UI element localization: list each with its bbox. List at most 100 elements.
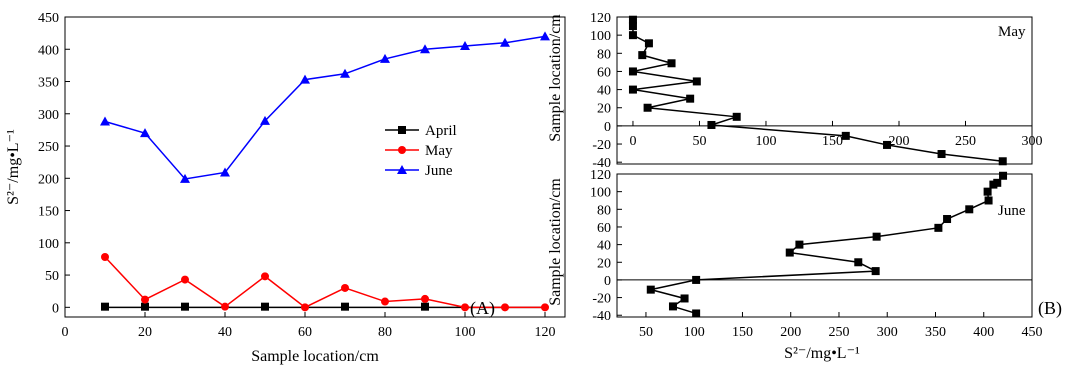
chart-a-y-tick-label: 200 [38, 172, 59, 187]
chart-b-june-x-tick-label: 350 [925, 325, 946, 340]
chart-b-may-y-tick-label: 60 [597, 65, 611, 80]
chart-b-may-x-tick-label: 0 [629, 134, 636, 149]
chart-b-june-y-tick-label: 20 [597, 256, 611, 271]
chart-a-point-may [541, 303, 549, 312]
chart-a-x-axis-label: Sample location/cm [251, 348, 379, 365]
chart-b-june-point-june [692, 275, 701, 284]
chart-b-may-y-tick-label: -20 [592, 138, 611, 153]
chart-b-may-point-may [628, 85, 637, 94]
chart-b-may-point-may [692, 77, 701, 86]
chart-a-point-june [540, 31, 550, 41]
chart-a-point-june [500, 37, 510, 47]
chart-a-point-may [501, 303, 509, 312]
legend-marker-april [398, 126, 406, 134]
chart-b-june-point-june [965, 205, 974, 214]
chart-a-line-may [104, 256, 545, 309]
chart-b-june-x-tick-label: 200 [780, 325, 801, 340]
chart-b-may-annotation: May [998, 24, 1026, 40]
chart-a-y-tick-label: 150 [38, 205, 59, 220]
chart-b-may-point-may [998, 157, 1007, 166]
chart-b-may-y-tick-label: -40 [592, 156, 611, 171]
chart-a-x-tick-label: 100 [455, 325, 476, 340]
chart-a-x-tick-label: 60 [298, 325, 312, 340]
chart-b-june-y-tick-label: 0 [604, 274, 611, 289]
chart-b-june: -40 -20 0 20 40 60 80 100 120 50 100 150 200 250 300 35… [547, 168, 1062, 362]
chart-b-june-x-tick-label: 450 [1022, 325, 1043, 340]
chart-a-x-tick-label: 0 [62, 325, 69, 340]
chart-a-y-tick-label: 350 [38, 76, 59, 91]
chart-a-point-june [300, 74, 310, 84]
chart-b-june-point-june [785, 248, 794, 257]
chart-b-june-y-tick-label: 60 [597, 221, 611, 236]
chart-a-point-april [341, 302, 349, 311]
chart-b-may-point-may [628, 67, 637, 76]
chart-b-june-point-june [854, 258, 863, 267]
chart-b-may-point-may [638, 51, 647, 60]
chart-a-point-april [101, 302, 109, 311]
chart-b-june-x-tick-label: 150 [732, 325, 753, 340]
chart-b-june-y-axis-label: Sample location/cm [547, 178, 564, 306]
chart-a-point-june [140, 128, 150, 138]
chart-a-ticks: 0 50 100 150 200 250 300 350 400 450 0 20 40 60 80 100 1… [38, 11, 556, 340]
chart-a-point-may [141, 295, 149, 304]
chart-b-june-annotation: June [998, 203, 1026, 219]
chart-b-june-y-tick-label: 40 [597, 239, 611, 254]
chart-b-may-y-tick-label: 100 [590, 29, 611, 44]
chart-b-june-point-june [943, 215, 952, 224]
chart-a-y-tick-label: 100 [38, 237, 59, 252]
chart-b-june-point-june [934, 223, 943, 232]
chart-b-may-point-may [628, 15, 637, 24]
legend-label-april: April [425, 123, 457, 139]
chart-b-may-point-may [883, 140, 892, 149]
chart-b-may-line-may [632, 19, 1003, 163]
chart-a-point-april [261, 302, 269, 311]
chart-b-june-point-june [646, 285, 655, 294]
legend-label-june: June [425, 163, 453, 179]
legend-marker-june [397, 165, 407, 174]
chart-a-point-june [180, 173, 190, 183]
chart-a-point-may [221, 302, 229, 311]
chart-a-y-tick-label: 50 [45, 269, 59, 284]
chart-b-june-line-june [650, 175, 1004, 315]
chart-b-may-y-tick-label: 40 [597, 84, 611, 99]
chart-b-may-x-tick-label: 100 [755, 134, 776, 149]
chart-b-june-plot-frame [616, 173, 1033, 318]
chart-b-june-x-tick-label: 300 [877, 325, 898, 340]
chart-a-point-may [261, 272, 269, 281]
chart-a-y-tick-label: 0 [52, 301, 59, 316]
chart-b-may-point-may [732, 112, 741, 121]
chart-a-point-april [421, 302, 429, 311]
chart-b-june-point-june [983, 187, 992, 196]
chart-a-legend: April May June [385, 123, 457, 179]
legend-label-may: May [425, 143, 453, 159]
chart-a-point-may [381, 297, 389, 306]
chart-b-june-point-june [680, 294, 689, 303]
chart-a-y-axis-label: S²⁻/mg•L⁻¹ [5, 129, 22, 205]
chart-a-point-june [460, 41, 470, 51]
chart-b-may-point-may [643, 103, 652, 112]
chart-b-june-point-june [871, 267, 880, 276]
chart-a-series [100, 31, 550, 312]
chart-b-may-y-axis-label: Sample location/cm [547, 14, 564, 142]
chart-b-june-y-tick-label: 80 [597, 203, 611, 218]
chart-b-may-point-may [841, 131, 850, 140]
chart-a-point-may [461, 303, 469, 312]
chart-b-may-point-may [707, 120, 716, 129]
chart-b-may-x-tick-label: 250 [955, 134, 976, 149]
chart-b-june-x-tick-label: 400 [973, 325, 994, 340]
chart-b-june-x-tick-label: 250 [828, 325, 849, 340]
chart-b-june-y-tick-label: -20 [592, 292, 611, 307]
chart-b-june-series [646, 171, 1008, 318]
chart-a-line-june [104, 35, 546, 180]
chart-a-point-april [141, 302, 149, 311]
chart-a-point-june [380, 53, 390, 63]
chart-b-may-point-may [667, 59, 676, 68]
chart-a-x-tick-label: 80 [378, 325, 392, 340]
chart-b-may-x-tick-label: 300 [1022, 134, 1043, 149]
chart-b-may-point-may [937, 150, 946, 159]
chart-a-point-june [100, 116, 110, 126]
chart-b-june-x-tick-label: 50 [639, 325, 653, 340]
chart-a-point-may [301, 303, 309, 312]
